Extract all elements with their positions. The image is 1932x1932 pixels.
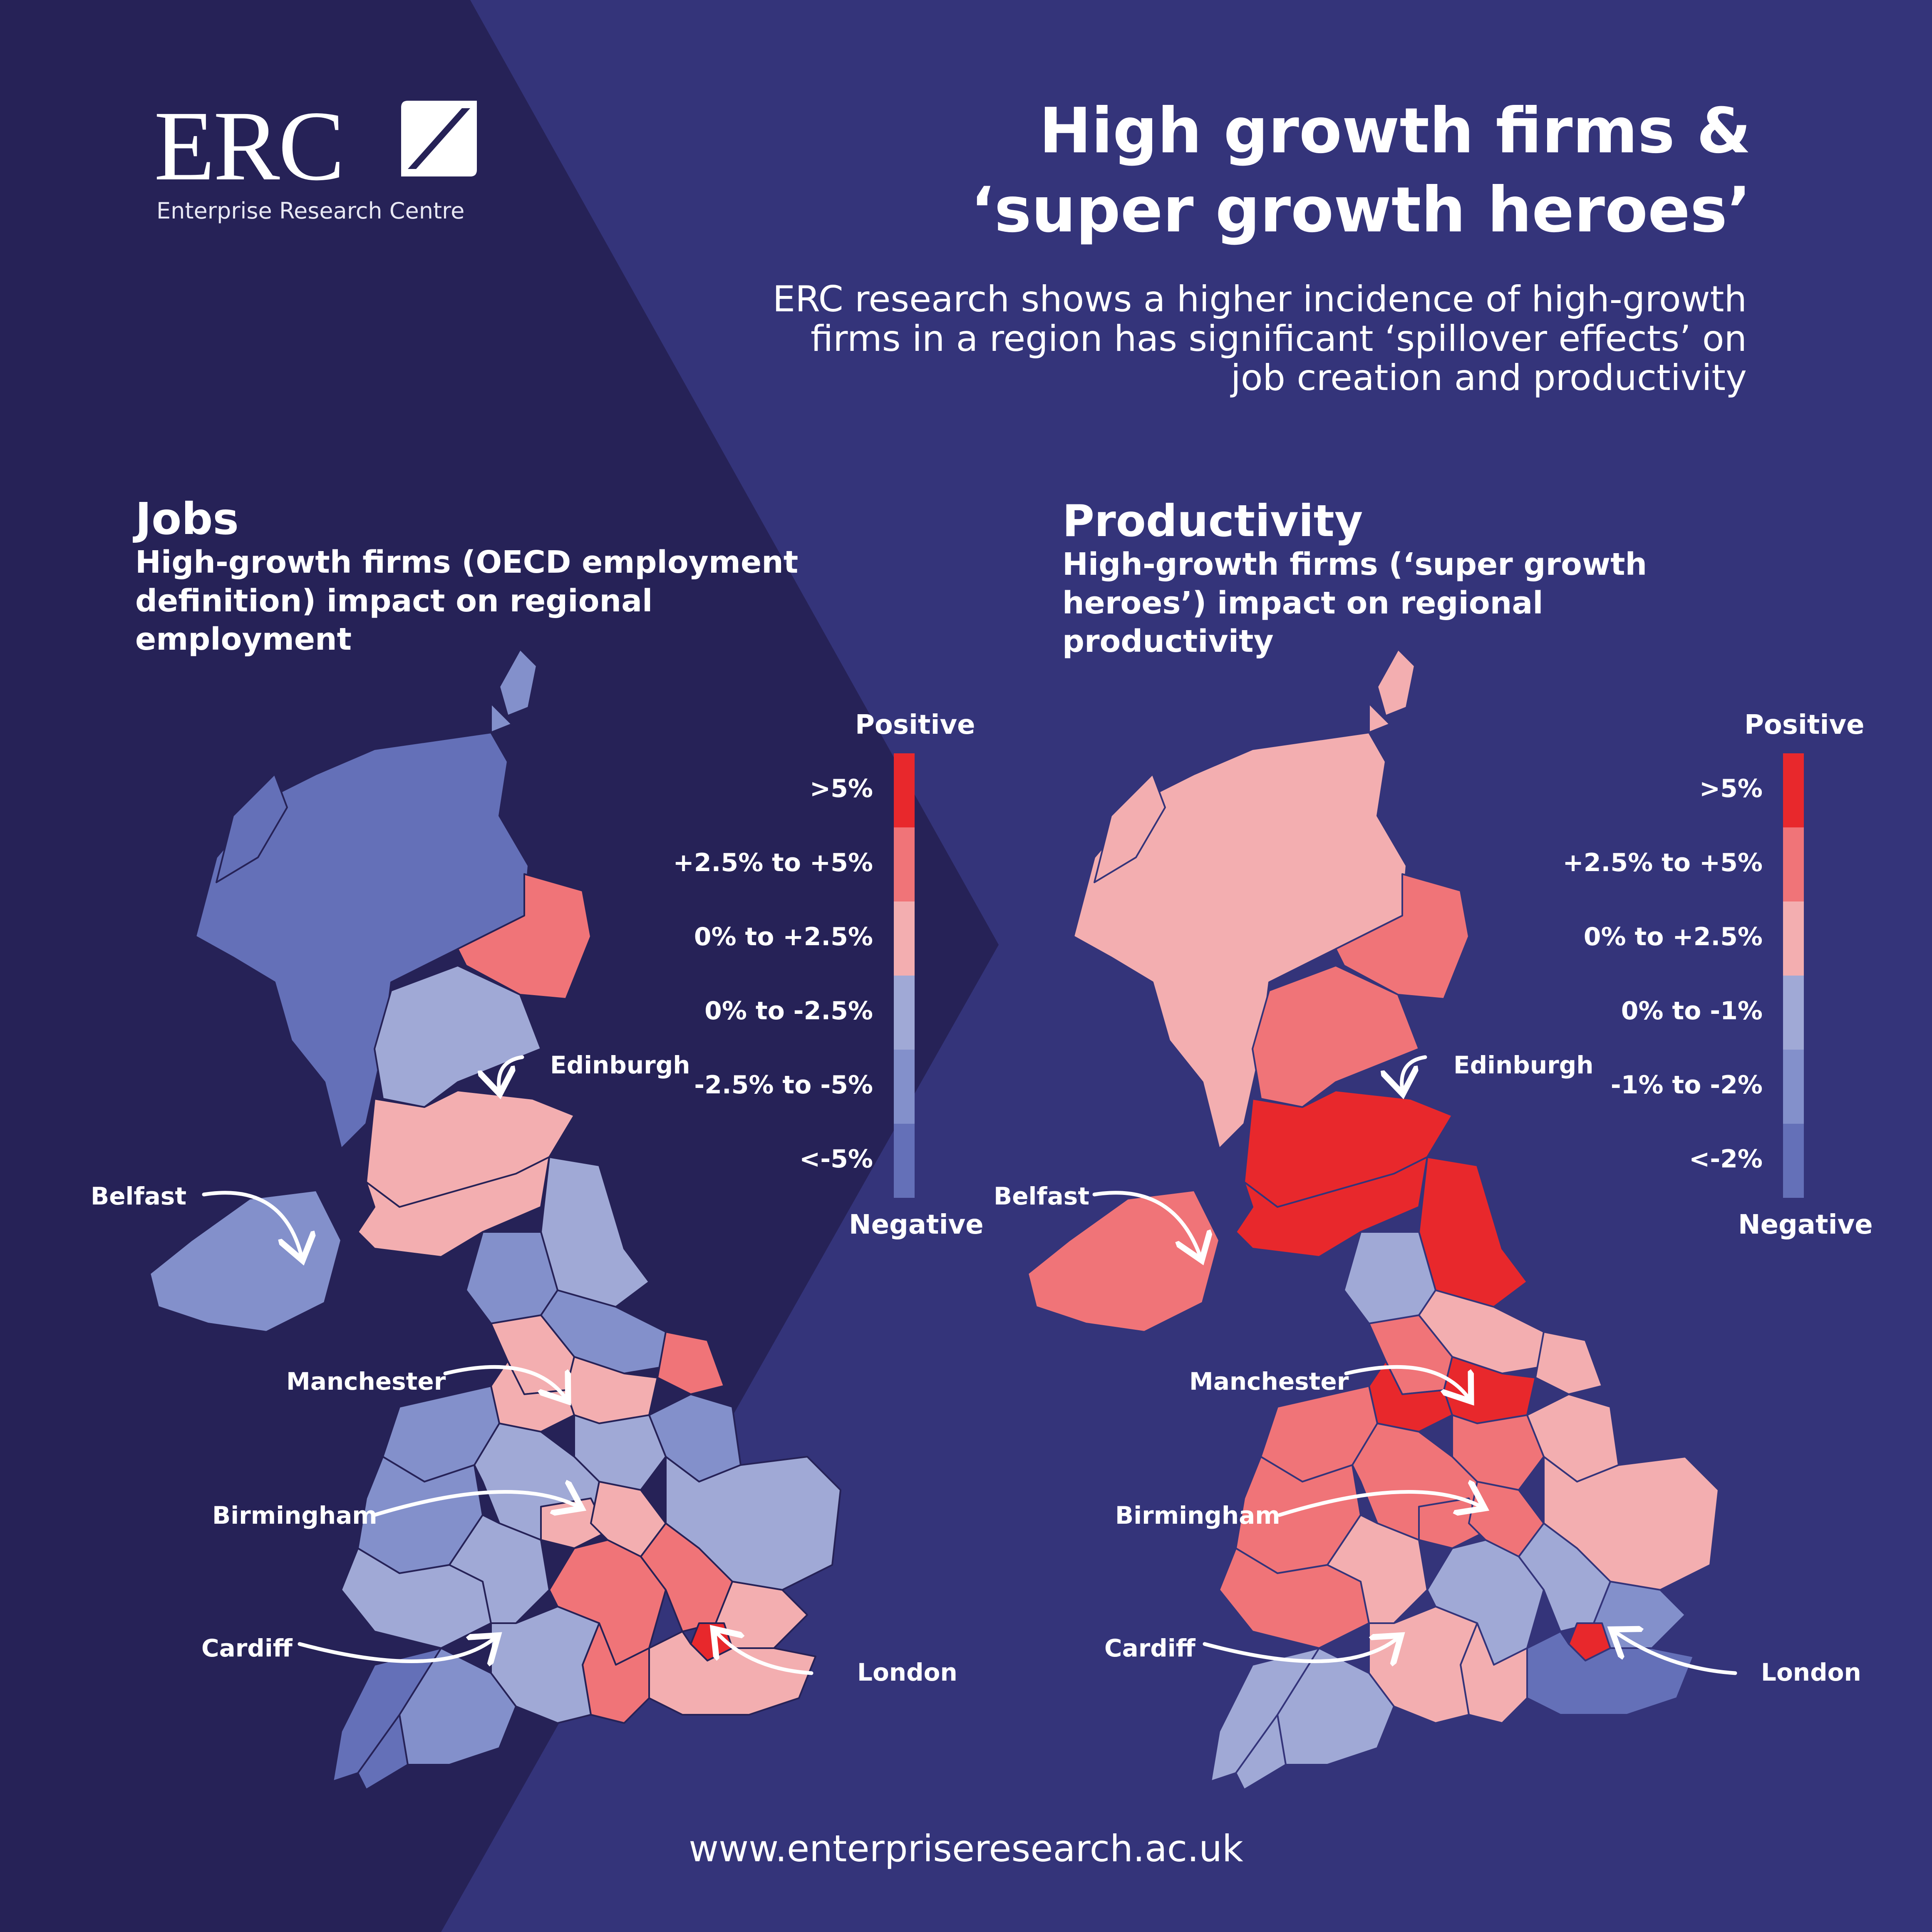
prod-city-edinburgh: Edinburgh bbox=[1453, 1051, 1594, 1079]
title-line-1: High growth firms & bbox=[1039, 95, 1751, 167]
jobs-city-cardiff: Cardiff bbox=[201, 1634, 293, 1662]
prod-city-belfast: Belfast bbox=[994, 1182, 1090, 1210]
jobs-cardiff-arrow bbox=[298, 1638, 495, 1661]
productivity-title: Productivity bbox=[1062, 496, 1363, 546]
prod-region-northern-ireland bbox=[1027, 1189, 1220, 1333]
prod-legend-swatch-1 bbox=[1783, 753, 1804, 827]
productivity-subtitle: High-growth firms (‘super growth heroes’… bbox=[1062, 546, 1647, 659]
jobs-map bbox=[149, 648, 841, 1790]
prod-city-cardiff: Cardiff bbox=[1104, 1634, 1195, 1662]
prod-city-london: London bbox=[1761, 1658, 1861, 1686]
productivity-legend-bar bbox=[1783, 753, 1804, 1198]
jobs-legend-label-4: 0% to -2.5% bbox=[704, 996, 873, 1026]
productivity-legend-top: Positive bbox=[1744, 710, 1865, 740]
prod-region-shetland bbox=[1376, 648, 1416, 717]
jobs-region-western-isles bbox=[216, 773, 288, 883]
logo-subtitle: Enterprise Research Centre bbox=[156, 198, 465, 224]
title-line-2: ‘super growth heroes’ bbox=[970, 174, 1751, 246]
jobs-region-highlands bbox=[195, 732, 529, 1150]
prod-legend-swatch-3 bbox=[1783, 901, 1804, 976]
prod-region-southern-scotland bbox=[1235, 1156, 1428, 1258]
prod-legend-swatch-4 bbox=[1783, 976, 1804, 1050]
prod-region-highlands bbox=[1073, 732, 1407, 1150]
prod-edinburgh-arrow bbox=[1402, 1055, 1427, 1090]
prod-legend-swatch-6 bbox=[1783, 1124, 1804, 1198]
jobs-legend-label-5: -2.5% to -5% bbox=[694, 1070, 873, 1100]
jobs-city-london: London bbox=[857, 1658, 957, 1686]
jobs-manchester-arrow bbox=[443, 1365, 566, 1398]
slash-square-icon bbox=[401, 101, 477, 176]
productivity-map bbox=[1027, 648, 1719, 1790]
productivity-legend-bottom: Negative bbox=[1738, 1209, 1873, 1240]
prod-region-cornwall-west bbox=[1210, 1647, 1320, 1782]
jobs-region-lincolnshire bbox=[648, 1393, 742, 1483]
jobs-city-edinburgh: Edinburgh bbox=[550, 1051, 690, 1079]
intro-text: ERC research shows a higher incidence of… bbox=[772, 278, 1747, 399]
jobs-legend-label-3: 0% to +2.5% bbox=[694, 922, 873, 951]
jobs-belfast-arrow bbox=[202, 1191, 302, 1257]
prod-region-tayside bbox=[1252, 965, 1420, 1108]
jobs-region-cornwall-west bbox=[332, 1647, 442, 1782]
prod-region-orkney bbox=[1368, 703, 1391, 733]
jobs-edinburgh-arrow bbox=[499, 1055, 524, 1090]
productivity-legend-label-1: >5% bbox=[1699, 774, 1763, 803]
jobs-legend-swatch-5 bbox=[894, 1050, 915, 1124]
jobs-title: Jobs bbox=[135, 494, 239, 544]
productivity-legend-label-2: +2.5% to +5% bbox=[1562, 848, 1763, 877]
jobs-subtitle: High-growth firms (OECD employment defin… bbox=[135, 544, 799, 657]
jobs-legend-swatch-3 bbox=[894, 901, 915, 976]
jobs-legend-label-2: +2.5% to +5% bbox=[673, 848, 873, 877]
jobs-legend-top: Positive bbox=[855, 710, 975, 740]
jobs-legend-bottom: Negative bbox=[849, 1209, 984, 1240]
jobs-birmingham-arrow bbox=[372, 1492, 578, 1517]
prod-city-manchester: Manchester bbox=[1189, 1367, 1349, 1396]
prod-birmingham-arrow bbox=[1277, 1492, 1481, 1517]
prod-city-birmingham: Birmingham bbox=[1115, 1501, 1280, 1530]
jobs-region-south-east bbox=[648, 1631, 816, 1716]
jobs-legend-label-6: <-5% bbox=[799, 1145, 873, 1174]
prod-cardiff-arrow bbox=[1203, 1638, 1398, 1661]
productivity-legend-label-4: 0% to -1% bbox=[1621, 996, 1763, 1026]
prod-legend-swatch-5 bbox=[1783, 1050, 1804, 1124]
jobs-legend-label-1: >5% bbox=[809, 774, 873, 803]
jobs-city-manchester: Manchester bbox=[286, 1367, 446, 1396]
jobs-region-northern-ireland bbox=[149, 1189, 342, 1333]
prod-region-western-isles bbox=[1094, 773, 1166, 883]
erc-logo: ERC Enterprise Research Centre bbox=[154, 96, 487, 237]
jobs-region-north-east bbox=[540, 1156, 650, 1308]
jobs-london-arrow bbox=[716, 1632, 813, 1675]
jobs-legend-swatch-1 bbox=[894, 753, 915, 827]
jobs-city-belfast: Belfast bbox=[91, 1182, 187, 1210]
prod-region-lincolnshire bbox=[1526, 1393, 1620, 1483]
logo-letters: ERC bbox=[154, 90, 345, 201]
jobs-legend-swatch-4 bbox=[894, 976, 915, 1050]
prod-belfast-arrow bbox=[1092, 1191, 1200, 1257]
prod-region-north-east bbox=[1418, 1156, 1528, 1308]
prod-region-humber bbox=[1535, 1331, 1603, 1395]
jobs-legend-swatch-6 bbox=[894, 1124, 915, 1198]
jobs-legend-swatch-2 bbox=[894, 827, 915, 901]
prod-manchester-arrow bbox=[1344, 1365, 1469, 1398]
jobs-legend-bar bbox=[894, 753, 915, 1198]
prod-legend-swatch-2 bbox=[1783, 827, 1804, 901]
prod-london-arrow bbox=[1615, 1632, 1737, 1675]
jobs-city-birmingham: Birmingham bbox=[212, 1501, 377, 1530]
jobs-region-shetland bbox=[499, 648, 538, 717]
footer-url[interactable]: www.enterpriseresearch.ac.uk bbox=[689, 1827, 1243, 1870]
jobs-region-humber bbox=[657, 1331, 725, 1395]
productivity-legend-label-3: 0% to +2.5% bbox=[1583, 922, 1763, 951]
page-title: High growth firms & ‘super growth heroes… bbox=[970, 100, 1751, 241]
productivity-legend-label-5: -1% to -2% bbox=[1610, 1070, 1763, 1100]
jobs-region-orkney bbox=[490, 703, 513, 733]
productivity-legend-label-6: <-2% bbox=[1689, 1145, 1763, 1174]
jobs-region-southern-scotland bbox=[357, 1156, 550, 1258]
